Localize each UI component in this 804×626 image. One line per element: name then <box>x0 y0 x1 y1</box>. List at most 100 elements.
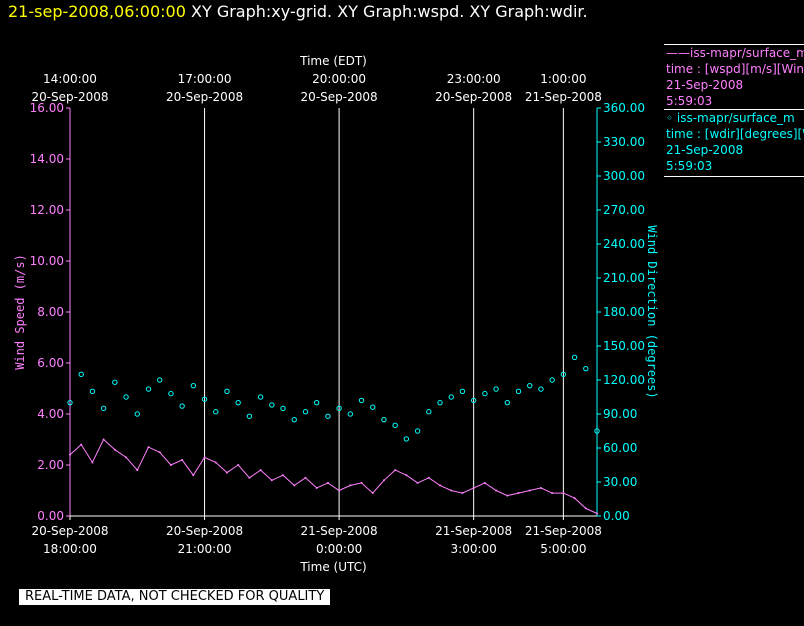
wind-direction-point <box>336 405 342 412</box>
wind-speed-point <box>405 474 408 477</box>
wind-direction-point <box>560 371 567 378</box>
wind-speed-point <box>125 456 128 459</box>
wind-speed-point <box>102 438 105 441</box>
y-left-tick-label: 12.00 <box>30 203 64 217</box>
y-left-tick-label: 14.00 <box>30 152 64 166</box>
wind-speed-point <box>80 443 83 446</box>
x-top-tick-date: 20-Sep-2008 <box>31 90 108 104</box>
x-top-tick-time: 20:00:00 <box>312 72 366 86</box>
wind-direction-point <box>145 386 152 392</box>
wind-direction-point <box>257 394 264 400</box>
wind-speed-point <box>147 446 150 449</box>
wind-speed-point <box>472 486 475 489</box>
x-top-tick-time: 14:00:00 <box>43 72 97 86</box>
wind-direction-point <box>426 409 432 415</box>
wind-direction-point <box>482 390 488 397</box>
wind-speed-point <box>259 469 262 472</box>
y-right-tick-label: 240.00 <box>603 237 645 251</box>
wind-speed-point <box>461 492 464 495</box>
quality-disclaimer: REAL-TIME DATA, NOT CHECKED FOR QUALITY <box>19 589 331 605</box>
wind-speed-point <box>596 512 598 515</box>
wind-speed-point <box>439 484 442 487</box>
wind-direction-point <box>291 416 297 423</box>
wind-direction-point <box>89 388 96 395</box>
wind-direction-point <box>235 399 241 406</box>
wind-speed-point <box>427 476 430 479</box>
x-bottom-tick-date: 21-Sep-2008 <box>435 524 512 538</box>
wind-direction-point <box>459 388 466 395</box>
y-right-tick-label: 210.00 <box>603 271 645 285</box>
wind-direction-point <box>347 411 354 417</box>
x-bottom-tick-time: 5:00:00 <box>540 542 586 556</box>
wind-direction-point <box>358 397 365 404</box>
wind-speed-point <box>315 486 318 489</box>
wind-speed-point <box>483 481 486 484</box>
y-left-tick-label: 0.00 <box>37 509 64 523</box>
x-bottom-tick-date: 21-Sep-2008 <box>301 524 378 538</box>
wind-direction-point <box>78 371 84 378</box>
wind-direction-point <box>403 436 410 442</box>
wind-speed-point <box>270 479 273 482</box>
wind-speed-point <box>169 464 172 466</box>
x-top-tick-time: 1:00:00 <box>540 72 586 86</box>
x-bottom-tick-date: 21-Sep-2008 <box>525 524 602 538</box>
x-top-tick-date: 20-Sep-2008 <box>301 90 378 104</box>
wind-speed-point <box>225 471 228 474</box>
x-bottom-tick-time: 21:00:00 <box>178 542 232 556</box>
y-left-tick-label: 4.00 <box>37 407 64 421</box>
y-right-tick-label: 90.00 <box>603 407 637 421</box>
y-left-tick-label: 6.00 <box>37 356 64 370</box>
y-right-tick-label: 60.00 <box>603 441 637 455</box>
wind-direction-point <box>67 399 73 406</box>
y-right-tick-label: 300.00 <box>603 169 645 183</box>
wind-speed-point <box>113 448 116 451</box>
wind-direction-point <box>100 405 107 412</box>
wind-speed-point <box>450 489 453 492</box>
wind-direction-point <box>538 386 544 392</box>
x-top-tick-date: 20-Sep-2008 <box>435 90 512 104</box>
wind-direction-point <box>504 399 510 406</box>
wind-speed-point <box>192 474 195 477</box>
wind-direction-point <box>583 365 589 372</box>
x-bottom-tick-date: 20-Sep-2008 <box>31 524 108 538</box>
wind-speed-point <box>562 492 565 495</box>
wind-speed-point <box>293 484 296 487</box>
y-right-tick-label: 180.00 <box>603 305 645 319</box>
timestamp: 21-sep-2008,06:00:00 <box>8 2 186 21</box>
wind-direction-point <box>414 428 421 434</box>
wind-direction-point <box>201 396 208 402</box>
wind-direction-point <box>168 390 174 397</box>
wind-direction-point <box>224 388 230 395</box>
wind-speed-point <box>237 464 240 466</box>
legend: ——iss-mapr/surface_m time : [wspd][m/s][… <box>664 44 804 177</box>
legend-wdir-time: 5:59:03 <box>666 159 713 173</box>
legend-wspd-time: 5:59:03 <box>666 94 713 108</box>
wind-speed-point <box>584 507 587 510</box>
wind-speed-point <box>214 461 217 464</box>
wind-direction-point <box>280 405 286 412</box>
y-right-tick-label: 330.00 <box>603 135 645 149</box>
wind-direction-point <box>213 409 219 415</box>
wind-speed-point <box>248 476 251 479</box>
x-bottom-tick-time: 0:00:00 <box>316 542 362 556</box>
wind-direction-point <box>123 394 129 400</box>
legend-wdir-title: ◦ iss-mapr/surface_m <box>666 111 795 125</box>
y-right-tick-label: 150.00 <box>603 339 645 353</box>
wind-speed-point <box>181 458 184 461</box>
wind-direction-point <box>325 413 331 419</box>
wind-speed-point <box>371 492 374 495</box>
y-left-tick-label: 2.00 <box>37 458 64 472</box>
wind-speed-point <box>326 481 329 484</box>
wind-speed-point <box>203 456 206 459</box>
wind-direction-point <box>571 354 578 361</box>
x-top-tick-date: 21-Sep-2008 <box>525 90 602 104</box>
y-left-tick-label: 8.00 <box>37 305 64 319</box>
wind-speed-point <box>495 489 498 492</box>
y-left-tick-label: 10.00 <box>30 254 64 268</box>
x-bottom-tick-time: 3:00:00 <box>451 542 497 556</box>
x-bottom-tick-time: 18:00:00 <box>43 542 97 556</box>
wind-speed-point <box>394 469 397 472</box>
wind-direction-point <box>549 377 555 383</box>
wind-speed-point <box>517 492 520 495</box>
